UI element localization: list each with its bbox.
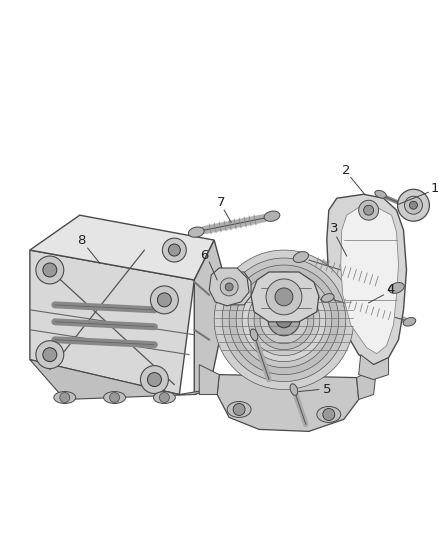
Polygon shape [199, 365, 219, 394]
Polygon shape [251, 272, 319, 322]
Circle shape [157, 293, 171, 307]
Polygon shape [359, 354, 389, 379]
Circle shape [233, 403, 245, 415]
Ellipse shape [227, 401, 251, 417]
Circle shape [359, 200, 378, 220]
Circle shape [227, 282, 237, 292]
Ellipse shape [321, 294, 334, 302]
Circle shape [225, 283, 233, 291]
Circle shape [268, 304, 300, 336]
Circle shape [405, 196, 422, 214]
Circle shape [222, 277, 242, 297]
Ellipse shape [389, 282, 404, 293]
Polygon shape [30, 360, 209, 400]
Circle shape [260, 296, 308, 344]
Circle shape [43, 348, 57, 362]
Ellipse shape [104, 392, 126, 403]
Ellipse shape [403, 318, 416, 326]
Circle shape [254, 290, 314, 350]
Circle shape [110, 392, 120, 402]
Polygon shape [30, 215, 214, 280]
Circle shape [60, 392, 70, 402]
Polygon shape [194, 240, 229, 394]
Circle shape [150, 286, 178, 314]
Circle shape [141, 366, 168, 393]
Polygon shape [209, 268, 249, 306]
Circle shape [248, 284, 320, 356]
Polygon shape [327, 194, 406, 365]
Polygon shape [357, 368, 377, 400]
Text: 6: 6 [200, 248, 208, 262]
Text: 1: 1 [430, 182, 438, 195]
Circle shape [266, 279, 302, 315]
Circle shape [148, 373, 161, 386]
Polygon shape [341, 206, 399, 354]
Ellipse shape [290, 384, 298, 395]
Text: 4: 4 [386, 284, 395, 296]
Circle shape [276, 312, 292, 328]
Circle shape [398, 189, 429, 221]
Circle shape [222, 258, 346, 382]
Circle shape [168, 244, 180, 256]
Ellipse shape [293, 252, 308, 262]
Circle shape [410, 201, 417, 209]
Ellipse shape [250, 329, 258, 341]
Text: 5: 5 [322, 383, 331, 396]
Ellipse shape [264, 211, 280, 221]
Circle shape [364, 205, 374, 215]
Ellipse shape [188, 227, 204, 237]
Ellipse shape [375, 190, 386, 198]
Circle shape [214, 250, 354, 390]
Circle shape [36, 256, 64, 284]
Circle shape [242, 278, 326, 362]
Text: 7: 7 [217, 196, 226, 209]
Circle shape [229, 265, 339, 375]
Polygon shape [214, 272, 251, 305]
Ellipse shape [317, 407, 341, 423]
Text: 3: 3 [329, 222, 338, 235]
Text: 8: 8 [78, 233, 86, 247]
Polygon shape [217, 375, 359, 431]
Circle shape [220, 278, 238, 296]
Circle shape [36, 341, 64, 369]
Circle shape [236, 272, 332, 368]
Polygon shape [30, 250, 194, 394]
Ellipse shape [153, 392, 175, 403]
Circle shape [162, 238, 186, 262]
Ellipse shape [54, 392, 76, 403]
Circle shape [275, 288, 293, 306]
Circle shape [43, 263, 57, 277]
Text: 2: 2 [343, 164, 351, 177]
Circle shape [159, 392, 170, 402]
Circle shape [323, 408, 335, 421]
